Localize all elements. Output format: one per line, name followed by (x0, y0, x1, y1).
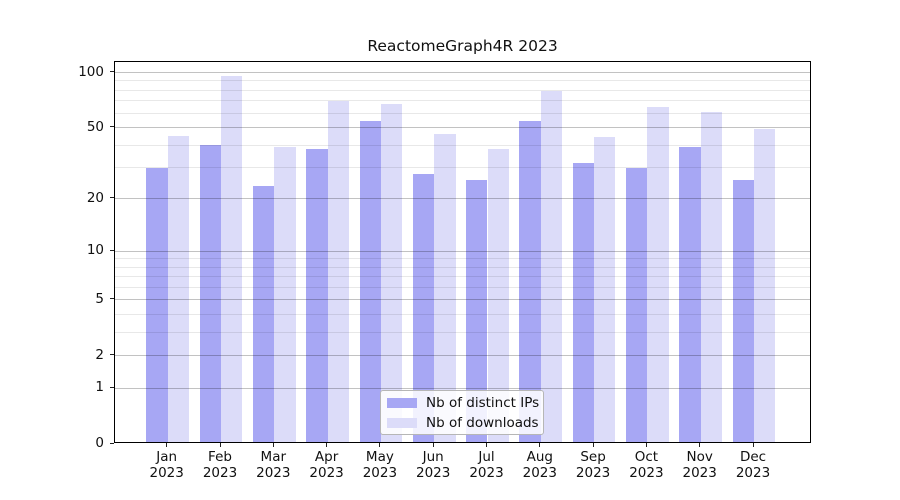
x-tick-jun (432, 443, 434, 447)
x-tick-aug (539, 443, 541, 447)
gridline-major-10 (115, 250, 810, 252)
gridline-minor-3 (115, 331, 810, 333)
x-tick-mar (272, 443, 274, 447)
bar-distinct-ips-aug (519, 120, 541, 442)
bar-downloads-dec (754, 128, 776, 442)
x-label-dec: Dec 2023 (735, 449, 771, 481)
gridline-minor-90 (115, 80, 810, 82)
x-tick-sep (592, 443, 594, 447)
bar-downloads-sep (594, 137, 616, 442)
y-label-50: 50 (86, 118, 104, 135)
bar-downloads-mar (274, 147, 296, 442)
y-tick-0 (110, 442, 114, 444)
x-label-oct: Oct 2023 (629, 449, 664, 481)
bar-distinct-ips-jun (412, 173, 435, 442)
bar-distinct-ips-dec (732, 179, 754, 442)
x-label-aug: Aug 2023 (522, 449, 557, 481)
gridline-minor-60 (115, 112, 810, 114)
legend-item-downloads: Nb of downloads (387, 415, 543, 431)
gridline-major-50 (115, 127, 810, 128)
x-tick-oct (645, 443, 647, 447)
y-tick-5 (110, 298, 114, 300)
gridline-minor-8 (115, 266, 810, 268)
legend-label-downloads: Nb of downloads (426, 414, 539, 431)
x-label-jun: Jun 2023 (416, 449, 451, 481)
x-label-apr: Apr 2023 (309, 449, 344, 481)
x-tick-feb (219, 443, 221, 447)
gridline-major-5 (115, 299, 810, 301)
x-label-jul: Jul 2023 (469, 449, 504, 481)
y-tick-50 (110, 126, 114, 127)
gridline-minor-30 (115, 167, 810, 169)
bar-downloads-jan (167, 135, 190, 442)
bar-distinct-ips-apr (306, 149, 328, 442)
legend-swatch-distinct-ips (387, 397, 417, 408)
x-label-may: May 2023 (362, 449, 398, 481)
bar-downloads-jun (434, 133, 456, 442)
x-label-nov: Nov 2023 (682, 449, 717, 481)
y-label-20: 20 (86, 189, 104, 206)
x-tick-jul (486, 443, 487, 447)
bar-distinct-ips-feb (199, 145, 221, 442)
y-label-1: 1 (95, 379, 104, 396)
y-label-100: 100 (78, 63, 104, 80)
gridline-major-2 (115, 355, 810, 357)
x-label-feb: Feb 2023 (202, 449, 238, 481)
gridline-minor-9 (115, 258, 810, 260)
plot-area (114, 61, 811, 443)
y-label-0: 0 (95, 435, 104, 451)
bar-distinct-ips-sep (572, 163, 595, 442)
x-tick-apr (326, 443, 328, 447)
bar-distinct-ips-jan (146, 168, 168, 442)
legend-swatch-downloads (387, 417, 417, 428)
bar-downloads-nov (700, 112, 723, 442)
y-tick-10 (110, 249, 114, 251)
x-label-sep: Sep 2023 (575, 449, 611, 481)
x-label-mar: Mar 2023 (256, 449, 291, 481)
x-tick-may (379, 443, 381, 447)
bar-distinct-ips-mar (252, 186, 275, 442)
bar-downloads-jul (487, 149, 509, 442)
y-tick-2 (110, 354, 114, 356)
bar-downloads-may (380, 103, 403, 442)
x-label-jan: Jan 2023 (149, 449, 184, 481)
x-tick-jan (166, 443, 168, 447)
bar-distinct-ips-oct (626, 168, 648, 442)
gridline-minor-4 (115, 313, 810, 315)
x-tick-nov (699, 443, 701, 447)
y-label-5: 5 (95, 290, 104, 307)
y-tick-100 (110, 71, 114, 72)
legend-item-distinct-ips: Nb of distinct IPs (387, 395, 543, 411)
gridline-major-1 (115, 387, 810, 389)
y-label-2: 2 (95, 346, 104, 363)
gridline-major-20 (115, 198, 810, 200)
y-label-10: 10 (86, 242, 104, 258)
gridline-minor-80 (115, 89, 810, 91)
legend-label-distinct-ips: Nb of distinct IPs (426, 394, 540, 411)
gridline-minor-40 (115, 144, 810, 146)
x-tick-dec (752, 443, 754, 447)
gridline-minor-7 (115, 276, 810, 278)
gridline-minor-70 (115, 100, 810, 102)
bar-downloads-apr (327, 101, 349, 442)
y-tick-1 (110, 386, 114, 388)
gridline-minor-6 (115, 286, 810, 288)
legend: Nb of distinct IPs Nb of downloads (380, 390, 544, 435)
bar-downloads-aug (540, 91, 563, 442)
y-tick-20 (110, 197, 114, 199)
chart-title: ReactomeGraph4R 2023 (367, 37, 558, 55)
bar-distinct-ips-jul (466, 179, 488, 442)
bar-distinct-ips-nov (679, 147, 701, 442)
gridline-major-100 (115, 72, 810, 73)
bar-downloads-oct (647, 107, 669, 442)
bar-distinct-ips-may (359, 120, 381, 442)
bar-downloads-feb (221, 76, 243, 442)
